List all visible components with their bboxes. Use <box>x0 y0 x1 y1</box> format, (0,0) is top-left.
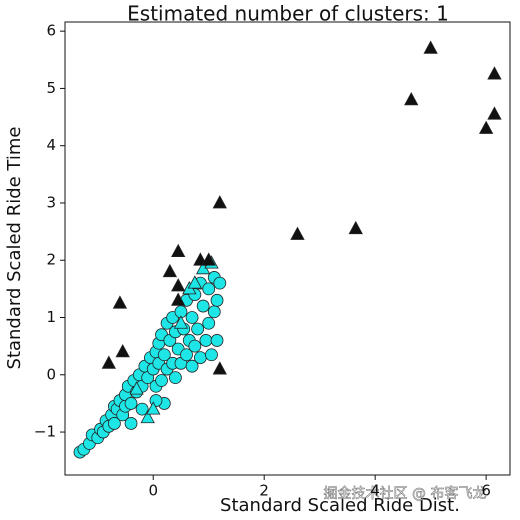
circle-point <box>180 348 193 362</box>
triangle-point <box>487 106 502 120</box>
triangle-point <box>115 344 130 358</box>
triangle-point <box>162 263 178 278</box>
triangle-point <box>404 92 419 106</box>
circle-point <box>205 348 218 362</box>
x-axis-label: Standard Scaled Ride Dist. <box>220 495 460 516</box>
triangle-point <box>187 275 203 289</box>
triangle-point <box>201 252 216 266</box>
circle-point <box>155 374 168 387</box>
circle-point <box>202 316 216 330</box>
y-tick-label: 5 <box>46 79 56 97</box>
circle-point <box>188 339 202 353</box>
watermark: 掘金技术社区 @ 布客飞龙 <box>324 485 487 502</box>
triangle-point <box>173 315 189 329</box>
circle-point <box>169 371 182 385</box>
circle-point <box>202 282 216 296</box>
circle-point <box>210 293 224 307</box>
y-axis-label: Standard Scaled Ride Time <box>4 127 25 370</box>
triangle-point <box>212 361 227 375</box>
plot-frame <box>64 21 511 476</box>
circle-point <box>185 311 199 324</box>
y-tick-label: 2 <box>46 251 56 269</box>
x-tick-label: 4 <box>370 482 380 500</box>
circle-point <box>210 334 224 347</box>
y-tick-label: 3 <box>46 193 56 211</box>
x-tick-label: 0 <box>148 482 158 500</box>
triangle-point <box>423 40 438 54</box>
x-tick-label: 2 <box>259 482 269 500</box>
y-tick-label: 1 <box>46 308 56 326</box>
circle-point <box>193 351 207 364</box>
triangle-point <box>171 278 186 292</box>
triangle-point <box>140 409 155 424</box>
triangle-point <box>487 66 502 80</box>
circle-point <box>207 305 221 319</box>
triangle-point <box>348 220 363 235</box>
circle-point <box>107 417 121 430</box>
circle-point <box>213 276 227 290</box>
y-tick-label: −1 <box>34 423 56 441</box>
triangle-point <box>112 295 128 309</box>
circle-point <box>199 334 213 347</box>
circle-point <box>185 359 199 373</box>
triangle-point <box>129 381 144 395</box>
triangle-point <box>290 226 305 240</box>
circle-point <box>191 322 205 336</box>
circle-point <box>124 417 138 430</box>
triangle-point <box>171 243 186 258</box>
triangle-point <box>212 195 227 209</box>
y-tick-label: 0 <box>46 365 56 383</box>
circle-point <box>196 299 210 313</box>
triangle-point <box>146 401 161 415</box>
triangle-point <box>171 292 186 306</box>
y-tick-label: 6 <box>46 22 56 40</box>
circle-point <box>135 402 149 416</box>
triangle-point <box>101 355 117 369</box>
triangle-point <box>478 120 494 134</box>
x-tick-label: 6 <box>481 482 491 500</box>
y-tick-label: 4 <box>46 136 56 154</box>
circle-point <box>157 348 171 362</box>
circle-point <box>124 397 138 410</box>
